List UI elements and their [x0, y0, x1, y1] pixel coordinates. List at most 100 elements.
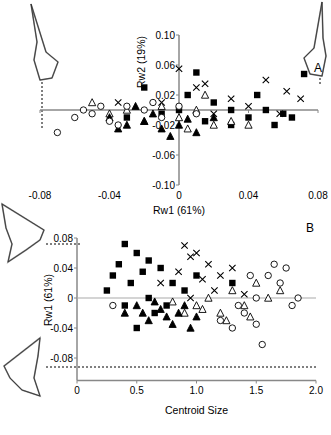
x-tick-label: -0.04 — [98, 190, 121, 201]
x-tick-label: 2.0 — [309, 385, 323, 396]
point — [175, 309, 182, 316]
y-tick-label: 0.06 — [156, 60, 176, 71]
x-tick-label: 0.5 — [130, 385, 144, 396]
y-tick — [176, 155, 179, 156]
series — [54, 99, 199, 135]
point — [72, 114, 78, 120]
point — [187, 254, 193, 260]
point — [146, 295, 152, 301]
point — [202, 118, 208, 124]
point — [163, 302, 169, 308]
x-tick — [316, 381, 317, 384]
axes: -0.08-0.0400.040.080.100.060.02-0.02-0.0… — [29, 30, 329, 217]
point — [106, 118, 112, 124]
x-tick — [77, 381, 78, 384]
wing-outline — [4, 338, 40, 396]
y-tick — [74, 328, 77, 329]
point — [139, 309, 146, 316]
series — [121, 298, 200, 331]
x-axis-title: Centroid Size — [165, 404, 228, 416]
point — [124, 103, 130, 109]
point — [265, 294, 272, 301]
point — [187, 295, 193, 301]
point — [145, 317, 152, 324]
point — [271, 261, 277, 267]
y-tick — [176, 95, 179, 96]
point — [176, 66, 182, 72]
point — [141, 117, 148, 124]
point — [205, 294, 212, 301]
point — [235, 302, 241, 308]
point — [271, 122, 277, 128]
point — [193, 313, 200, 320]
wing-icon — [304, 2, 326, 76]
point — [121, 309, 128, 316]
wing-outline — [31, 4, 58, 80]
point — [122, 302, 128, 308]
y-tick — [176, 185, 179, 186]
y-tick — [74, 298, 77, 299]
wing-outline — [304, 2, 326, 76]
point — [169, 320, 176, 327]
wing-outline — [31, 4, 58, 80]
point — [229, 280, 235, 286]
point — [104, 287, 110, 293]
point — [158, 125, 165, 132]
point — [151, 310, 157, 316]
point — [217, 272, 223, 278]
point — [80, 107, 86, 113]
point — [169, 298, 176, 305]
y-tick-label: 0.02 — [156, 90, 176, 101]
point — [301, 71, 307, 77]
point — [217, 309, 224, 316]
point — [175, 114, 182, 121]
point — [184, 115, 191, 122]
point — [187, 324, 194, 331]
point — [89, 111, 95, 117]
x-tick — [136, 381, 137, 384]
wing-icon — [4, 338, 40, 396]
point — [110, 302, 116, 308]
point — [241, 310, 247, 316]
y-tick — [74, 268, 77, 269]
point — [157, 265, 163, 271]
point — [116, 261, 122, 267]
point — [163, 313, 170, 320]
series — [115, 66, 304, 117]
point — [124, 114, 130, 120]
point — [193, 272, 199, 278]
point — [228, 107, 234, 113]
point — [175, 269, 181, 275]
point — [128, 280, 134, 286]
point — [184, 125, 191, 132]
y-tick-label: -0.06 — [152, 150, 175, 161]
point — [202, 81, 208, 87]
point — [115, 99, 121, 105]
point — [253, 321, 259, 327]
point — [181, 287, 187, 293]
point — [193, 302, 200, 309]
point — [169, 280, 175, 286]
point — [280, 111, 286, 117]
point — [110, 272, 116, 278]
point — [134, 250, 140, 256]
y-axis — [76, 238, 78, 381]
axes: 00.51.01.52.00.080.040-0.04-0.08Centroid… — [42, 221, 323, 416]
point — [149, 110, 156, 117]
y-tick-label: 0.04 — [54, 263, 74, 274]
point — [263, 77, 269, 83]
series — [106, 102, 217, 139]
series — [169, 279, 284, 324]
wing-icon — [2, 204, 44, 262]
panel-label: A — [314, 61, 322, 75]
point — [289, 302, 295, 308]
wing-outline — [2, 204, 44, 262]
y-tick — [74, 358, 77, 359]
point — [245, 114, 251, 120]
point — [122, 241, 128, 247]
x-tick-label: 0.04 — [239, 190, 259, 201]
point — [181, 242, 187, 248]
point — [184, 92, 190, 98]
leader-line — [46, 244, 80, 245]
point — [229, 325, 235, 331]
